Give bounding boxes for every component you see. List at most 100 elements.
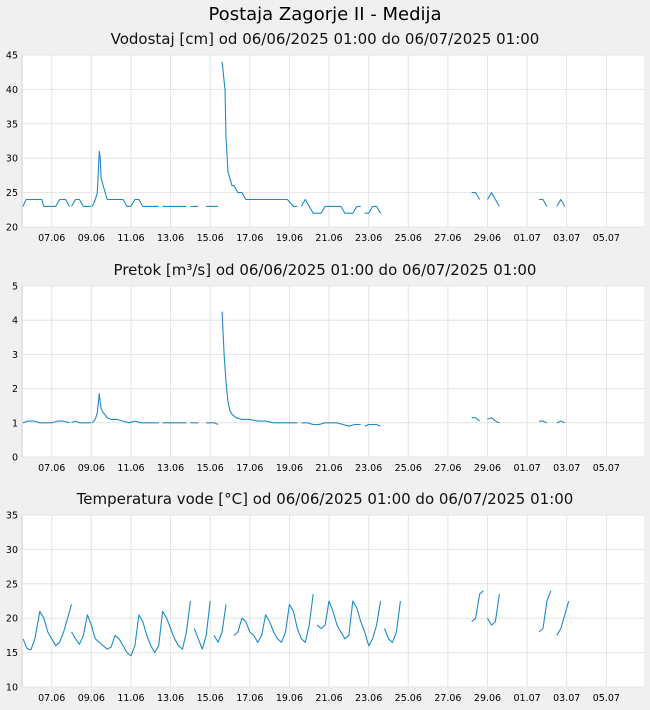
series-segment-9 — [471, 192, 481, 200]
x-tick-label: 27.06 — [434, 463, 461, 474]
x-tick-label: 13.06 — [157, 693, 184, 704]
y-tick-label: 10 — [6, 683, 18, 694]
series-segment-1 — [71, 420, 92, 424]
series-segment-5 — [233, 594, 314, 643]
y-tick-label: 5 — [12, 282, 18, 293]
discharge-chart-title: Pretok [m³/s] od 06/06/2025 01:00 do 06/… — [113, 261, 537, 279]
series-segment-7 — [300, 198, 361, 214]
x-tick-label: 17.06 — [236, 693, 263, 704]
y-tick-label: 4 — [12, 316, 18, 327]
x-tick-label: 27.06 — [434, 233, 461, 244]
temperature-panel: Temperatura vode [°C] od 06/06/2025 01:0… — [0, 490, 650, 710]
temperature-chart: 10 15 20 25 30 35 07.06 09.06 11.06 13.06 15.06 17.… — [6, 511, 644, 704]
series-segment-11 — [539, 198, 548, 207]
x-tick-label: 11.06 — [117, 233, 144, 244]
series-segment-10 — [487, 192, 500, 207]
series-segment-6 — [221, 61, 298, 207]
x-tick-label: 21.06 — [315, 233, 342, 244]
series-segment-12 — [556, 198, 566, 207]
x-tick-label: 03.07 — [553, 693, 580, 704]
x-tick-label: 13.06 — [157, 463, 184, 474]
x-tick-label: 21.06 — [315, 693, 342, 704]
x-tick-label: 09.06 — [78, 233, 105, 244]
series-segment-0 — [22, 420, 70, 424]
series-segment-1 — [71, 614, 132, 657]
x-tick-label: 17.06 — [236, 463, 263, 474]
x-tick-label: 23.06 — [355, 693, 382, 704]
y-tick-label: 30 — [6, 154, 18, 165]
x-tick-label: 15.06 — [197, 233, 224, 244]
x-tick-label: 13.06 — [157, 233, 184, 244]
series-segment-4 — [213, 604, 227, 643]
series-segment-11 — [539, 420, 548, 424]
y-tick-label: 15 — [6, 648, 18, 659]
discharge-panel: Pretok [m³/s] od 06/06/2025 01:00 do 06/… — [0, 261, 650, 476]
x-tick-label: 01.07 — [514, 233, 541, 244]
x-tick-label: 29.06 — [474, 233, 501, 244]
page-title: Postaja Zagorje II - Medija — [208, 4, 442, 25]
series-segment-2 — [130, 600, 191, 657]
y-tick-label: 0 — [12, 453, 18, 464]
temperature-chart-title: Temperatura vode [°C] od 06/06/2025 01:0… — [76, 490, 574, 508]
x-tick-label: 09.06 — [78, 463, 105, 474]
y-tick-label: 20 — [6, 614, 18, 625]
series-segment-1 — [71, 198, 92, 207]
series-segment-6 — [316, 600, 382, 647]
series-segment-9 — [471, 417, 480, 422]
x-tick-label: 07.06 — [38, 693, 65, 704]
series-segment-7 — [383, 600, 401, 643]
plot-area — [22, 286, 644, 457]
series-segment-8 — [364, 205, 381, 214]
y-tick-label: 1 — [12, 418, 18, 429]
series-segment-10 — [538, 590, 552, 633]
series-segment-0 — [22, 198, 70, 207]
series-segment-7 — [301, 422, 361, 427]
x-tick-label: 07.06 — [38, 463, 65, 474]
x-tick-label: 21.06 — [315, 463, 342, 474]
series-segment-11 — [556, 600, 570, 636]
y-tick-label: 2 — [12, 384, 18, 395]
series-segment-9 — [487, 594, 500, 626]
series-segment-3 — [193, 600, 211, 650]
y-tick-label: 30 — [6, 545, 18, 556]
x-tick-label: 27.06 — [434, 693, 461, 704]
x-tick-label: 25.06 — [395, 463, 422, 474]
x-tick-label: 25.06 — [395, 233, 422, 244]
x-tick-label: 19.06 — [276, 693, 303, 704]
y-tick-label: 25 — [6, 188, 18, 199]
x-tick-label: 05.07 — [593, 233, 620, 244]
x-tick-label: 05.07 — [593, 463, 620, 474]
x-tick-label: 19.06 — [276, 233, 303, 244]
water-level-chart: 20 25 30 35 40 45 07.06 09.06 11.06 13.06 15.06 17.… — [6, 51, 644, 244]
x-tick-label: 17.06 — [236, 233, 263, 244]
x-tick-label: 19.06 — [276, 463, 303, 474]
x-tick-label: 23.06 — [355, 463, 382, 474]
y-tick-label: 25 — [6, 579, 18, 590]
x-tick-label: 05.07 — [593, 693, 620, 704]
x-tick-label: 11.06 — [117, 693, 144, 704]
discharge-chart: 0 1 2 3 4 5 07.06 09.06 11.06 13.06 15.06 17.06 19.0… — [12, 282, 644, 474]
y-tick-label: 35 — [6, 119, 18, 130]
plot-area — [22, 515, 644, 687]
x-tick-label: 23.06 — [355, 233, 382, 244]
y-tick-label: 20 — [6, 223, 18, 234]
x-tick-label: 09.06 — [78, 693, 105, 704]
water-level-panel: Vodostaj [cm] od 06/06/2025 01:00 do 06/… — [0, 30, 650, 260]
x-tick-label: 11.06 — [117, 463, 144, 474]
series-segment-12 — [556, 420, 566, 424]
series-segment-0 — [22, 604, 73, 651]
series-segment-6 — [221, 311, 298, 424]
y-tick-label: 40 — [6, 85, 18, 96]
y-tick-label: 45 — [6, 51, 18, 62]
series-segment-2 — [91, 150, 159, 207]
x-tick-label: 15.06 — [197, 693, 224, 704]
series-segment-10 — [487, 417, 500, 424]
x-tick-label: 01.07 — [514, 693, 541, 704]
x-tick-label: 25.06 — [395, 693, 422, 704]
x-tick-label: 03.07 — [553, 233, 580, 244]
series-segment-5 — [206, 422, 219, 426]
x-tick-label: 29.06 — [474, 463, 501, 474]
series-segment-8 — [471, 590, 484, 623]
plot-area — [22, 55, 644, 227]
y-tick-label: 35 — [6, 511, 18, 522]
